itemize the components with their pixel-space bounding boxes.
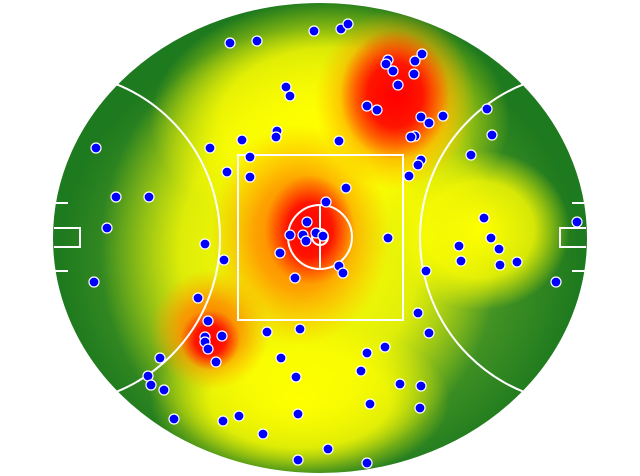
point <box>405 131 417 143</box>
point <box>355 365 367 377</box>
point <box>110 191 122 203</box>
point <box>511 256 523 268</box>
point <box>361 100 373 112</box>
point <box>340 182 352 194</box>
point <box>486 129 498 141</box>
point <box>236 134 248 146</box>
point <box>301 216 313 228</box>
point <box>308 25 320 37</box>
point <box>221 166 233 178</box>
point <box>202 343 214 355</box>
point <box>280 81 292 93</box>
point <box>361 457 373 469</box>
point <box>199 238 211 250</box>
point <box>284 90 296 102</box>
point <box>289 272 301 284</box>
point <box>423 117 435 129</box>
point <box>415 111 427 123</box>
point <box>154 352 166 364</box>
point <box>412 307 424 319</box>
point <box>90 142 102 154</box>
point <box>481 103 493 115</box>
point <box>320 196 332 208</box>
point <box>408 68 420 80</box>
point <box>371 104 383 116</box>
point <box>284 229 296 241</box>
point <box>270 131 282 143</box>
point <box>485 232 497 244</box>
point <box>218 254 230 266</box>
point <box>465 149 477 161</box>
point <box>158 384 170 396</box>
point <box>333 135 345 147</box>
point <box>244 151 256 163</box>
point <box>251 35 263 47</box>
point <box>550 276 562 288</box>
point <box>300 235 312 247</box>
point <box>437 110 449 122</box>
point <box>416 48 428 60</box>
point <box>420 265 432 277</box>
point <box>337 267 349 279</box>
point <box>478 212 490 224</box>
point <box>290 371 302 383</box>
point <box>202 315 214 327</box>
point <box>379 341 391 353</box>
point <box>143 191 155 203</box>
point <box>403 170 415 182</box>
point <box>415 380 427 392</box>
point <box>292 408 304 420</box>
point <box>364 398 376 410</box>
point <box>387 65 399 77</box>
point <box>394 378 406 390</box>
point <box>145 379 157 391</box>
point <box>493 243 505 255</box>
point <box>423 327 435 339</box>
point <box>380 58 392 70</box>
point <box>361 347 373 359</box>
point <box>204 142 216 154</box>
point <box>294 323 306 335</box>
point <box>412 159 424 171</box>
point <box>571 216 583 228</box>
point <box>233 410 245 422</box>
point <box>322 443 334 455</box>
point <box>275 352 287 364</box>
point <box>261 326 273 338</box>
point <box>409 55 421 67</box>
point <box>88 276 100 288</box>
point <box>192 292 204 304</box>
point <box>342 18 354 30</box>
point <box>101 222 113 234</box>
point <box>168 413 180 425</box>
point <box>382 232 394 244</box>
point <box>257 428 269 440</box>
point <box>244 171 256 183</box>
point <box>414 402 426 414</box>
point <box>317 230 329 242</box>
point <box>217 415 229 427</box>
point <box>455 255 467 267</box>
point <box>453 240 465 252</box>
point <box>274 247 286 259</box>
point <box>224 37 236 49</box>
point <box>392 79 404 91</box>
point <box>210 356 222 368</box>
point <box>216 330 228 342</box>
point <box>292 454 304 466</box>
point <box>494 259 506 271</box>
